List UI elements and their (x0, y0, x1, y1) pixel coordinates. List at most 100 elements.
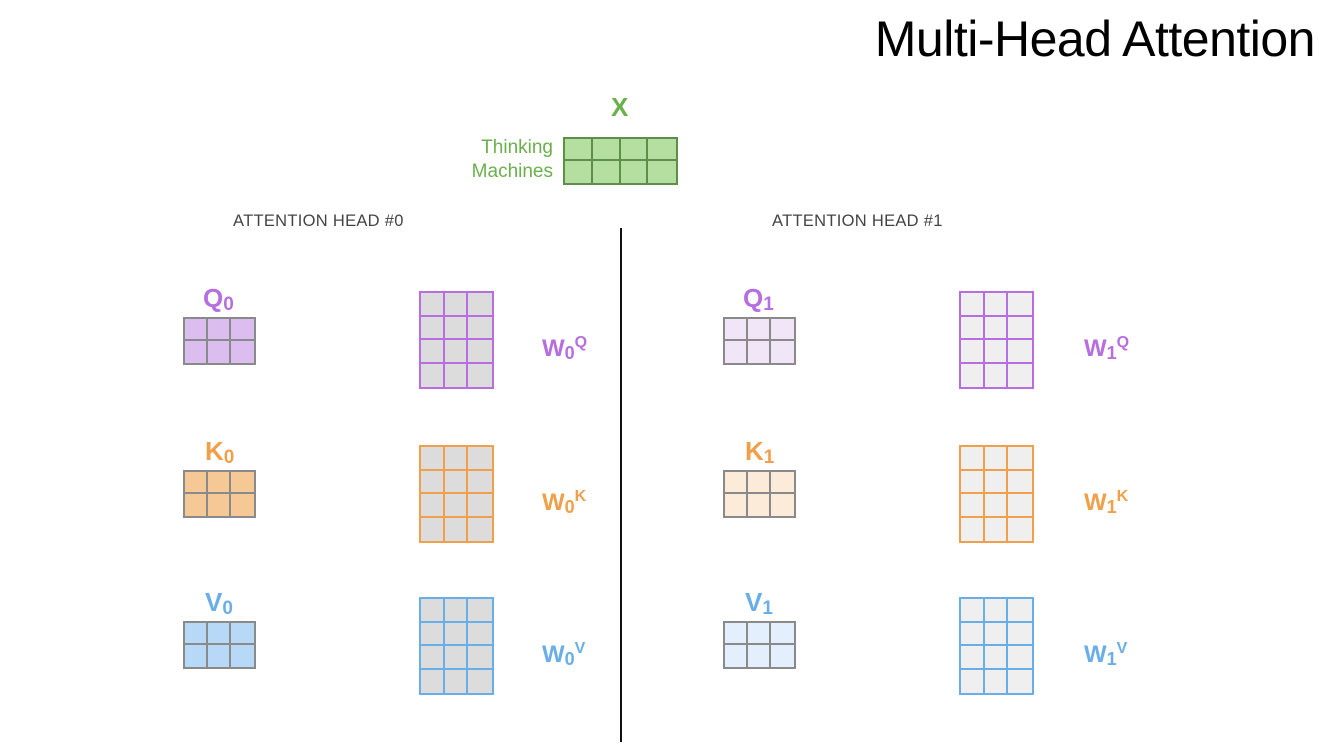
weight-matrix-cell (961, 517, 985, 541)
weight-matrix-cell (421, 646, 445, 670)
weight-matrix-cell (468, 622, 492, 646)
weight-query-0-label: W0Q (542, 334, 588, 363)
weight-matrix-cell (444, 470, 469, 494)
weight-matrix-cell (468, 599, 492, 623)
query-matrix-cell (185, 341, 208, 363)
weight-matrix-cell (468, 669, 492, 693)
value-matrix-1 (723, 621, 796, 669)
key-matrix-cell (208, 472, 231, 494)
weight-matrix-cell (984, 599, 1009, 623)
value-matrix-cell (231, 623, 254, 645)
weight-matrix-cell (421, 622, 445, 646)
query-matrix-cell (771, 341, 794, 363)
input-matrix-cell (620, 139, 649, 161)
weight-matrix-cell (1008, 447, 1032, 471)
weight-matrix-cell (961, 316, 985, 340)
head-divider (620, 228, 622, 742)
token-thinking: Thinking (481, 137, 553, 158)
attention-head-1-title: ATTENTION HEAD #1 (772, 212, 943, 230)
weight-matrix-cell (444, 447, 469, 471)
weight-matrix-cell (421, 447, 445, 471)
weight-matrix-cell (961, 646, 985, 670)
token-machines: Machines (471, 161, 553, 182)
query-matrix-cell (208, 319, 231, 341)
weight-matrix-cell (468, 363, 492, 387)
value-matrix-cell (771, 623, 794, 645)
weight-value-0-label: W0V (542, 640, 586, 669)
weight-matrix-cell (984, 669, 1009, 693)
weight-query-matrix-1 (959, 291, 1034, 389)
key-matrix-cell (208, 494, 231, 516)
query-matrix-cell (748, 319, 771, 341)
weight-matrix-cell (961, 447, 985, 471)
weight-matrix-cell (421, 363, 445, 387)
weight-key-1-label: W1K (1084, 488, 1129, 517)
key-matrix-cell (185, 472, 208, 494)
query-0-label: Q0 (203, 283, 234, 315)
input-matrix-x (563, 137, 678, 185)
slide-title: Multi-Head Attention (874, 11, 1316, 67)
weight-key-matrix-1 (959, 445, 1034, 543)
weight-matrix-cell (984, 494, 1009, 518)
value-matrix-cell (771, 645, 794, 667)
weight-matrix-cell (961, 470, 985, 494)
key-matrix-cell (231, 494, 254, 516)
query-matrix-cell (231, 319, 254, 341)
query-matrix-cell (208, 341, 231, 363)
weight-matrix-cell (421, 470, 445, 494)
query-matrix-0 (183, 317, 256, 365)
input-matrix-cell (592, 139, 621, 161)
weight-matrix-cell (961, 363, 985, 387)
input-matrix-cell (565, 139, 593, 161)
input-matrix-cell (620, 161, 649, 183)
weight-matrix-cell (1008, 517, 1032, 541)
value-matrix-cell (725, 623, 748, 645)
weight-matrix-cell (961, 622, 985, 646)
weight-matrix-cell (468, 316, 492, 340)
weight-matrix-cell (468, 494, 492, 518)
weight-matrix-cell (961, 599, 985, 623)
value-matrix-0 (183, 621, 256, 669)
weight-matrix-cell (961, 669, 985, 693)
weight-value-1-label: W1V (1084, 640, 1128, 669)
weight-matrix-cell (1008, 494, 1032, 518)
input-matrix-cell (648, 161, 676, 183)
key-matrix-1 (723, 470, 796, 518)
weight-matrix-cell (444, 316, 469, 340)
weight-matrix-cell (961, 293, 985, 317)
weight-value-matrix-0 (419, 597, 494, 695)
weight-matrix-cell (984, 517, 1009, 541)
input-matrix-cell (592, 161, 621, 183)
weight-matrix-cell (421, 599, 445, 623)
weight-matrix-cell (468, 470, 492, 494)
weight-matrix-cell (444, 646, 469, 670)
weight-matrix-cell (1008, 293, 1032, 317)
query-matrix-cell (725, 341, 748, 363)
weight-matrix-cell (984, 363, 1009, 387)
weight-matrix-cell (984, 646, 1009, 670)
key-0-label: K0 (205, 436, 235, 468)
value-matrix-cell (208, 645, 231, 667)
key-matrix-0 (183, 470, 256, 518)
weight-matrix-cell (444, 293, 469, 317)
weight-matrix-cell (421, 517, 445, 541)
value-matrix-cell (185, 645, 208, 667)
value-0-label: V0 (205, 587, 233, 619)
query-matrix-cell (185, 319, 208, 341)
weight-matrix-cell (1008, 599, 1032, 623)
weight-matrix-cell (984, 316, 1009, 340)
weight-matrix-cell (444, 517, 469, 541)
weight-matrix-cell (444, 669, 469, 693)
key-matrix-cell (748, 494, 771, 516)
value-matrix-cell (748, 645, 771, 667)
input-matrix-label: X (611, 92, 629, 122)
value-matrix-cell (231, 645, 254, 667)
weight-matrix-cell (984, 340, 1009, 364)
weight-matrix-cell (1008, 363, 1032, 387)
weight-matrix-cell (421, 669, 445, 693)
weight-matrix-cell (444, 494, 469, 518)
attention-head-0-title: ATTENTION HEAD #0 (233, 212, 404, 230)
weight-matrix-cell (1008, 646, 1032, 670)
value-1-label: V1 (745, 587, 773, 619)
key-matrix-cell (725, 494, 748, 516)
